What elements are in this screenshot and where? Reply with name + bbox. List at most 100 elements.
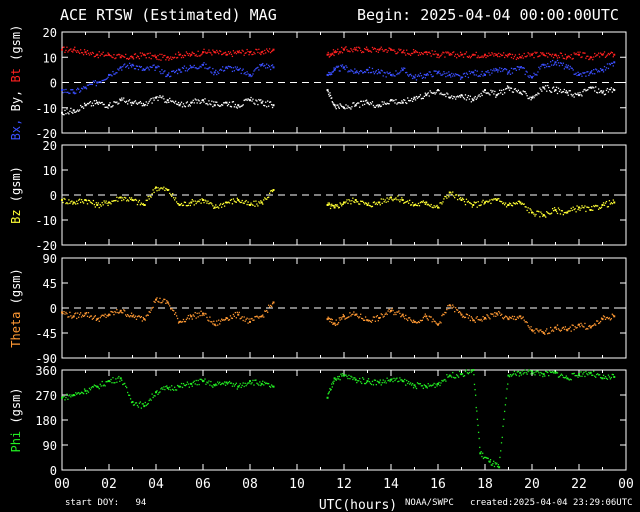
- point-fill-0-1-10-2: [180, 71, 183, 73]
- point-fill-0-2-24-6: [384, 102, 386, 105]
- point-fill-0-0-16-4: [253, 51, 255, 54]
- point-fill-1-0-7-1: [144, 204, 146, 206]
- point-fill-2-0-31-3: [463, 316, 466, 319]
- point-fill-1-0-38-7: [550, 213, 552, 215]
- point-fill-3-0-26-4: [406, 379, 408, 382]
- point-fill-0-2-37-7: [538, 93, 540, 95]
- point-fill-2-0-22-3: [358, 317, 360, 319]
- point-fill-2-0-6-3: [134, 315, 137, 317]
- point-fill-0-0-32-9: [481, 55, 483, 57]
- point-fill-0-2-5-7: [127, 103, 129, 105]
- point-fill-0-0-15-1: [238, 50, 240, 52]
- point-fill-0-2-17-1: [262, 100, 264, 102]
- point-fill-0-1-41-9: [587, 71, 589, 73]
- point-fill-1-0-11-4: [194, 200, 196, 202]
- point-fill-0-2-27-1: [414, 99, 417, 101]
- point-fill-1-0-30-7: [456, 194, 458, 196]
- point-fill-0-2-3-11: [107, 107, 109, 109]
- point-fill-3-0-16-9: [258, 384, 260, 386]
- point-fill-2-0-27-3: [416, 322, 419, 324]
- point-fill-0-2-41-10: [588, 86, 590, 89]
- point-fill-0-1-40-1: [567, 64, 569, 67]
- point-fill-1-0-5-9: [128, 197, 131, 199]
- point-fill-2-0-5-8: [127, 315, 130, 317]
- point-fill-2-0-39-9: [563, 328, 566, 330]
- point-fill-0-2-40-1: [567, 94, 569, 96]
- point-fill-2-0-34-3: [499, 312, 501, 314]
- point-fill-0-2-35-3: [510, 87, 513, 89]
- point-fill-0-2-11-1: [191, 101, 193, 103]
- point-fill-2-0-3-1: [97, 317, 99, 319]
- ytick-label-2-4: 90: [43, 252, 57, 266]
- point-fill-1-0-17-9: [269, 190, 272, 192]
- point-fill-3-0-22-9: [363, 382, 366, 385]
- point-fill-0-2-17-2: [263, 104, 265, 107]
- point-fill-0-1-4-1: [109, 74, 111, 76]
- point-fill-0-0-24-1: [379, 48, 381, 50]
- point-fill-0-2-20-2: [335, 107, 337, 110]
- point-fill-3-0-43-8: [597, 374, 600, 376]
- point-fill-2-0-28-10: [435, 322, 437, 324]
- point-fill-0-0-19-7: [331, 53, 333, 55]
- point-fill-1-0-39-5: [559, 213, 562, 215]
- point-fill-0-2-11-5: [195, 99, 197, 101]
- point-fill-0-1-4-6: [114, 73, 116, 75]
- point-0-0-32: [472, 53, 475, 56]
- point-fill-0-0-4-7: [115, 57, 117, 59]
- point-0-1-3: [96, 81, 99, 84]
- point-0-0-30: [448, 53, 451, 56]
- point-fill-2-0-7-11: [154, 301, 156, 304]
- point-fill-0-2-42-5: [595, 86, 597, 88]
- point-fill-3-0-0-8: [69, 394, 71, 396]
- point-fill-0-1-6-2: [133, 67, 136, 70]
- point-fill-3-0-27-8: [421, 385, 424, 387]
- point-fill-2-0-41-8: [586, 327, 588, 330]
- point-0-0-13: [213, 51, 216, 54]
- point-fill-2-0-14-1: [226, 317, 229, 320]
- point-fill-0-0-38-9: [551, 53, 554, 55]
- point-fill-2-0-11-7: [197, 316, 199, 318]
- point-3-0-43: [589, 371, 592, 374]
- point-2-0-31: [460, 313, 463, 316]
- point-fill-1-0-34-3: [499, 200, 501, 202]
- point-fill-3-0-30-4: [453, 376, 455, 379]
- point-0-0-5: [119, 56, 122, 59]
- point-fill-2-0-23-2: [368, 319, 371, 322]
- point-fill-0-2-16-2: [251, 100, 253, 102]
- point-fill-1-0-41-8: [586, 206, 588, 208]
- point-fill-0-0-42-4: [594, 52, 596, 55]
- point-fill-0-1-5-11: [130, 66, 133, 68]
- point-fill-0-0-29-1: [438, 56, 440, 59]
- point-3-0-23: [366, 380, 369, 383]
- point-fill-2-0-17-4: [265, 310, 267, 312]
- point-fill-3-0-38-7: [538, 372, 540, 374]
- point-fill-0-1-8-10: [165, 75, 167, 78]
- point-0-1-17: [260, 63, 263, 66]
- point-fill-3-0-13-8: [221, 382, 224, 384]
- point-fill-0-0-38-8: [550, 55, 553, 57]
- point-fill-0-0-6-10: [141, 52, 143, 54]
- point-2-0-42: [589, 326, 592, 329]
- point-fill-3-0-17-7: [268, 382, 270, 385]
- point-1-0-8: [155, 186, 157, 189]
- point-fill-1-0-40-10: [576, 205, 578, 207]
- point-fill-0-0-14-5: [230, 53, 233, 56]
- point-fill-0-1-21-4: [347, 71, 349, 73]
- point-fill-2-0-16-8: [257, 316, 259, 318]
- point-0-1-5: [119, 66, 122, 69]
- point-fill-2-0-16-5: [254, 316, 256, 318]
- point-fill-0-1-2-9: [93, 81, 96, 84]
- point-fill-0-1-25-8: [398, 73, 400, 75]
- point-fill-0-1-7-11: [154, 69, 156, 72]
- point-fill-1-0-22-11: [365, 202, 368, 205]
- point-fill-0-0-0-10: [71, 50, 73, 53]
- point-fill-3-0-11-10: [200, 378, 202, 381]
- point-0-0-1: [72, 48, 75, 51]
- point-fill-0-1-24-9: [387, 72, 389, 75]
- point-fill-0-0-11-7: [197, 50, 199, 52]
- point-0-0-12: [202, 51, 204, 54]
- point-fill-0-0-40-10: [576, 53, 578, 56]
- point-fill-2-0-38-7: [550, 326, 552, 329]
- point-fill-0-2-10-10: [188, 104, 190, 106]
- point-fill-0-0-29-6: [443, 52, 445, 54]
